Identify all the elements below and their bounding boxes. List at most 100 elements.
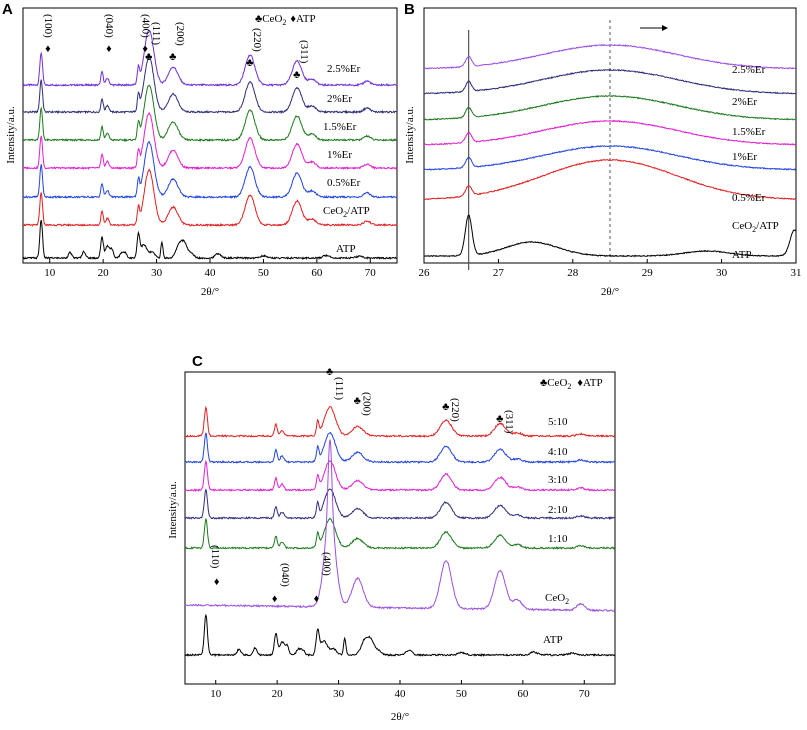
- series-label-b-3: 1%Er: [732, 151, 757, 163]
- panel-b-letter: B: [404, 1, 415, 18]
- peak-symbol-c-3: ♣: [326, 366, 333, 378]
- peak-symbol-a-1: ♦: [106, 43, 112, 55]
- series-line-c-2: [184, 459, 616, 492]
- xtick-label-a-1: 20: [98, 267, 110, 279]
- xtick-label-c-3: 40: [395, 688, 407, 700]
- xtick-label-b-3: 29: [642, 267, 654, 279]
- panel-a-series-labels: 2.5%Er 2%Er 1.5%Er 1%Er 0.5%Er CeO2/ATP ATP: [323, 63, 370, 255]
- series-label-b-0: 2.5%Er: [732, 64, 766, 76]
- peak-label-c-2: (400): [321, 552, 333, 576]
- series-label-a-0: 2.5%Er: [327, 63, 361, 75]
- panel-c-series-labels: 5:10 4:10 3:10 2:10 1:10 CeO2 ATP: [543, 416, 569, 646]
- panel-b-frame: [423, 7, 797, 264]
- series-label-b-4: 0.5%Er: [732, 192, 766, 204]
- peak-label-a-1: (040): [103, 14, 115, 38]
- peak-label-c-1: (040): [279, 563, 291, 587]
- panel-a-xlabel: 2θ/°: [201, 286, 219, 298]
- series-label-c-0: 5:10: [548, 416, 568, 428]
- panel-a-series: [22, 29, 398, 261]
- panel-c: C Intensity/a.u. 2θ/° 10 20 30 40 50 60 70 5:1…: [167, 353, 616, 723]
- xtick-label-a-6: 70: [365, 267, 377, 279]
- xtick-label-b-0: 26: [419, 267, 431, 279]
- panel-a-xticks: 10 20 30 40 50 60 70: [44, 259, 376, 279]
- panel-a-letter: A: [2, 1, 13, 18]
- series-line-a-4: [22, 140, 398, 200]
- series-line-b-4: [424, 144, 797, 171]
- panel-b-reference-lines: [468, 20, 611, 270]
- panel-b-xticks: 26 27 28 29 30 31: [419, 259, 802, 279]
- series-label-c-1: 4:10: [548, 446, 568, 458]
- peak-symbol-a-5: ♣: [246, 57, 253, 69]
- series-line-c-3: [184, 488, 616, 520]
- series-label-a-6: ATP: [336, 243, 356, 255]
- series-line-b-5: [423, 158, 797, 201]
- series-line-b-1: [423, 68, 797, 95]
- series-line-c-5: [184, 439, 616, 613]
- series-label-a-5: CeO2/ATP: [323, 205, 370, 219]
- series-line-b-2: [423, 94, 797, 121]
- xtick-label-b-2: 28: [567, 267, 579, 279]
- series-line-b-6: [423, 214, 797, 258]
- peak-symbol-c-6: ♣: [496, 413, 503, 425]
- series-label-c-3: 2:10: [548, 504, 568, 516]
- peak-label-c-5: (220): [449, 398, 461, 422]
- series-line-b-0: [423, 43, 796, 70]
- panel-b: B Intensity/a.u. 2θ/° 26 27 28 29 30 31 2.5%E…: [404, 1, 802, 298]
- peak-symbol-c-5: ♣: [442, 401, 449, 413]
- panel-a-legend: ♣CeO2 ♦ATP: [255, 13, 316, 27]
- series-line-a-5: [22, 168, 398, 228]
- peak-label-a-3: (111): [150, 22, 162, 45]
- xtick-label-a-0: 10: [44, 267, 56, 279]
- series-line-c-1: [184, 431, 616, 464]
- series-label-b-5: CeO2/ATP: [732, 220, 779, 234]
- xtick-label-c-6: 70: [579, 688, 591, 700]
- series-label-c-5: CeO2: [545, 592, 569, 606]
- series-line-a-0: [22, 29, 398, 87]
- xtick-label-a-4: 50: [258, 267, 270, 279]
- xtick-label-a-2: 30: [151, 267, 163, 279]
- series-label-a-3: 1%Er: [327, 149, 352, 161]
- peak-label-a-0: (100): [42, 14, 54, 38]
- peak-label-a-4: (200): [174, 22, 186, 46]
- xtick-label-a-3: 40: [205, 267, 217, 279]
- series-line-a-6: [22, 219, 398, 261]
- series-line-a-2: [22, 84, 398, 143]
- xtick-label-b-5: 31: [791, 267, 802, 279]
- series-line-a-1: [22, 55, 398, 115]
- series-label-b-2: 1.5%Er: [732, 126, 766, 138]
- series-line-a-3: [22, 111, 398, 171]
- xtick-label-c-1: 20: [272, 688, 284, 700]
- panel-c-letter: C: [192, 353, 203, 370]
- series-label-b-1: 2%Er: [732, 96, 757, 108]
- panel-b-series-labels: 2.5%Er 2%Er 1.5%Er 1%Er 0.5%Er CeO2/ATP ATP: [732, 64, 779, 261]
- peak-symbol-a-3: ♣: [145, 51, 152, 63]
- peak-label-c-3: (111): [333, 377, 345, 400]
- series-label-c-6: ATP: [543, 634, 563, 646]
- series-line-c-4: [184, 517, 616, 550]
- peak-label-c-0: (110): [209, 545, 221, 569]
- panel-c-ylabel: Intensity/a.u.: [167, 481, 179, 539]
- panel-b-ylabel: Intensity/a.u.: [404, 106, 416, 164]
- xtick-label-a-5: 60: [311, 267, 323, 279]
- panel-c-series: [184, 405, 616, 658]
- series-label-c-2: 3:10: [548, 474, 568, 486]
- series-label-c-4: 1:10: [548, 533, 568, 545]
- series-label-a-4: 0.5%Er: [327, 177, 361, 189]
- peak-label-a-2: (400): [139, 14, 151, 38]
- peak-label-c-6: (311): [503, 410, 515, 434]
- shift-arrow-head: [662, 25, 668, 31]
- panel-a-ylabel: Intensity/a.u.: [5, 106, 17, 164]
- peak-label-a-5: (220): [251, 28, 263, 52]
- panel-b-xlabel: 2θ/°: [601, 286, 619, 298]
- series-line-c-0: [184, 405, 616, 438]
- xtick-label-c-0: 10: [210, 688, 222, 700]
- panel-b-series: [423, 43, 797, 258]
- panel-a-peak-labels: (100)♦(040)♦(400)♦(111)♣(200)♣(220)♣ (311…: [42, 14, 310, 81]
- series-label-a-1: 2%Er: [327, 93, 352, 105]
- panel-c-peak-labels: (110)♦ (040)♦(400)♦(111)♣(200)♣ (220)♣(311…: [209, 366, 515, 605]
- xtick-label-b-4: 30: [716, 267, 728, 279]
- series-label-b-6: ATP: [732, 249, 752, 261]
- panel-a: A Intensity/a.u. 2θ/° 10 20 30 40 50 60 70 2.5…: [2, 1, 398, 298]
- series-line-c-6: [184, 613, 616, 658]
